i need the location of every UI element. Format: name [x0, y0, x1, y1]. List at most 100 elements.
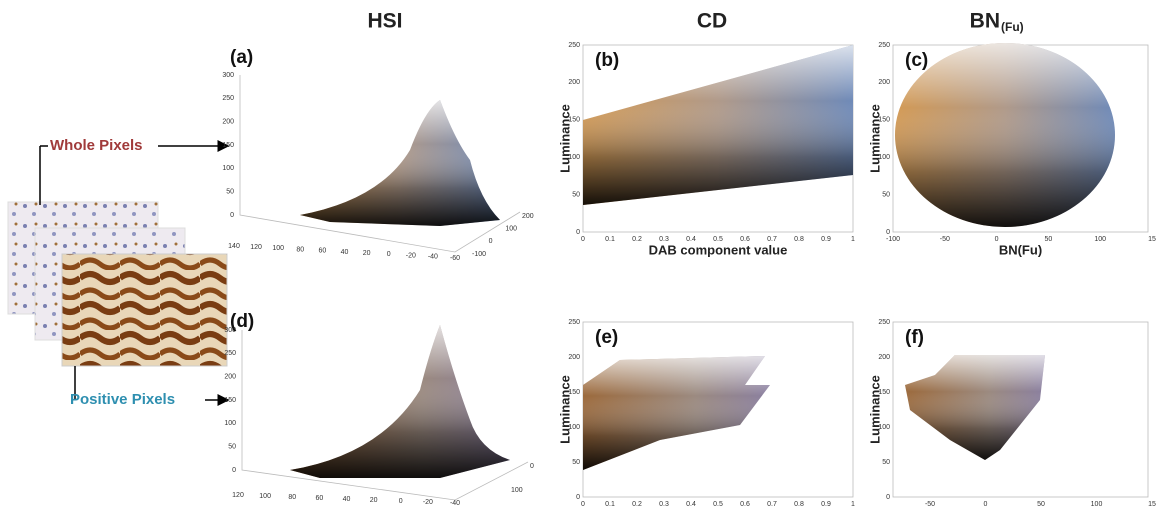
y-tick-label: -100 — [472, 251, 486, 258]
y-axis-label: Luminance — [867, 104, 882, 173]
x-tick-label: 120 — [250, 244, 262, 251]
x-tick-label: 60 — [319, 248, 327, 255]
column-header-sub: (Fu) — [1001, 20, 1024, 34]
panel-label: (f) — [905, 327, 924, 348]
panel-label: (a) — [230, 47, 253, 68]
y-tick-label: 50 — [572, 191, 580, 198]
x-tick-label: 100 — [1094, 236, 1106, 243]
x-tick-label: 0.6 — [740, 501, 750, 507]
z-tick-label: 100 — [222, 165, 234, 172]
y-axis-label: Luminance — [557, 104, 572, 173]
z-tick-label: 0 — [232, 467, 236, 474]
row-label: Whole Pixels — [50, 137, 143, 154]
y-tick-label: 50 — [882, 459, 890, 466]
y-tick-label: 200 — [568, 79, 580, 86]
x-tick-label: 0.7 — [767, 501, 777, 507]
z-tick-label: 100 — [224, 420, 236, 427]
x-tick-label: 120 — [232, 492, 244, 499]
y-tick-label: 100 — [568, 154, 580, 161]
y-tick-label: 250 — [568, 319, 580, 326]
x-tick-label: 1 — [851, 236, 855, 243]
y-tick-label: 200 — [568, 354, 580, 361]
x-tick-label: 0 — [581, 236, 585, 243]
x-tick-label: 0.7 — [767, 236, 777, 243]
x-tick-label: 80 — [296, 246, 304, 253]
x-tick-label: 0.1 — [605, 236, 615, 243]
x-tick-label: 40 — [343, 496, 351, 503]
x-tick-label: 0.2 — [632, 236, 642, 243]
x-tick-label: 0.4 — [686, 236, 696, 243]
z-tick-label: 50 — [226, 189, 234, 196]
x-tick-label: 0.5 — [713, 501, 723, 507]
y-tick-label: 250 — [878, 319, 890, 326]
x-tick-label: 15 — [1148, 501, 1156, 507]
x-tick-label: -20 — [406, 252, 416, 259]
column-header: BN — [970, 10, 1000, 33]
y-axis-label: Luminance — [867, 375, 882, 444]
y-tick-label: 50 — [572, 459, 580, 466]
x-tick-label: -40 — [428, 254, 438, 261]
row-label: Positive Pixels — [70, 391, 175, 408]
y-tick-label: 0 — [489, 238, 493, 245]
y-axis-label: Luminance — [557, 375, 572, 444]
z-tick-label: 300 — [222, 72, 234, 79]
z-tick-label: 300 — [224, 327, 236, 334]
y-tick-label: 250 — [568, 42, 580, 49]
z-tick-label: 200 — [222, 119, 234, 126]
y-tick-label: 150 — [878, 117, 890, 124]
axes-3d — [239, 75, 521, 253]
x-tick-label: 20 — [363, 250, 371, 257]
x-axis-label: BN(Fu) — [999, 242, 1042, 257]
panel-label: (b) — [595, 50, 619, 71]
y-tick-label: 0 — [886, 494, 890, 501]
x-tick-label: 0.3 — [659, 236, 669, 243]
y-tick-label: 100 — [878, 424, 890, 431]
x-tick-label: 0.9 — [821, 236, 831, 243]
y-tick-label: 100 — [505, 226, 517, 233]
y-tick-label: 0 — [886, 229, 890, 236]
x-tick-label: 0.3 — [659, 501, 669, 507]
z-tick-label: 150 — [224, 397, 236, 404]
z-tick-label: 200 — [224, 374, 236, 381]
axes-3d — [241, 330, 529, 501]
y-tick-label: 100 — [878, 154, 890, 161]
x-tick-label: 0.1 — [605, 501, 615, 507]
panel-label: (d) — [230, 311, 254, 332]
y-tick-label: 200 — [878, 354, 890, 361]
x-tick-label: 0.4 — [686, 501, 696, 507]
x-tick-label: -40 — [450, 500, 460, 507]
x-tick-label: 15 — [1148, 236, 1156, 243]
x-tick-label: 0.6 — [740, 236, 750, 243]
x-tick-label: -50 — [925, 501, 935, 507]
z-tick-label: 250 — [224, 350, 236, 357]
x-tick-label: 50 — [1045, 236, 1053, 243]
x-tick-label: -60 — [450, 255, 460, 262]
panel-label: (e) — [595, 327, 618, 348]
x-tick-label: 20 — [370, 497, 378, 504]
x-axis-label: DAB component value — [649, 242, 788, 257]
x-tick-label: 0 — [581, 501, 585, 507]
y-tick-label: 250 — [878, 42, 890, 49]
x-tick-label: -20 — [423, 499, 433, 506]
y-tick-label: 200 — [878, 79, 890, 86]
x-tick-label: -50 — [940, 236, 950, 243]
y-tick-label: 0 — [530, 463, 534, 470]
y-tick-label: 100 — [568, 424, 580, 431]
x-tick-label: 0.8 — [794, 501, 804, 507]
z-tick-label: 0 — [230, 212, 234, 219]
x-tick-label: 100 — [272, 245, 284, 252]
x-tick-label: 0 — [387, 251, 391, 258]
plot-frame — [892, 321, 1149, 498]
x-tick-label: 0 — [984, 501, 988, 507]
column-header: HSI — [367, 10, 402, 33]
point-clouds — [290, 43, 1115, 478]
x-tick-label: 0.9 — [821, 501, 831, 507]
x-tick-label: 0.2 — [632, 501, 642, 507]
x-tick-label: 0 — [399, 498, 403, 505]
image-stack: Whole Pixels Positive Pixels — [7, 137, 230, 408]
x-tick-label: 1 — [851, 501, 855, 507]
x-tick-label: 50 — [1037, 501, 1045, 507]
x-tick-label: 100 — [259, 493, 271, 500]
x-tick-label: 0 — [995, 236, 999, 243]
z-tick-label: 250 — [222, 95, 234, 102]
